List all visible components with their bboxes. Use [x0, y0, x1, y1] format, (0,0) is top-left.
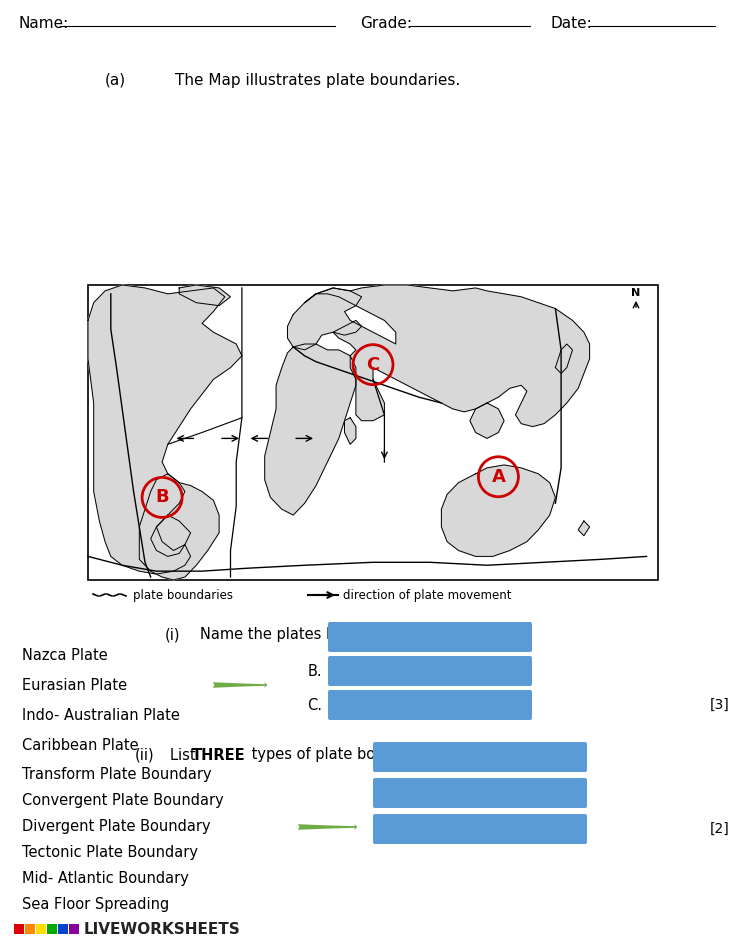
- Bar: [25, 924, 35, 934]
- Text: Transform Plate Boundary: Transform Plate Boundary: [22, 768, 212, 783]
- Text: Sea Floor Spreading: Sea Floor Spreading: [22, 898, 169, 913]
- Text: THREE: THREE: [192, 748, 246, 763]
- Text: N: N: [631, 288, 640, 298]
- Text: [3]: [3]: [710, 698, 730, 712]
- Text: List: List: [170, 748, 200, 763]
- Bar: [36, 924, 46, 934]
- Text: types of plate boundary.: types of plate boundary.: [247, 748, 430, 763]
- Text: Caribbean Plate: Caribbean Plate: [22, 737, 138, 752]
- Text: Name the plates labelled: A.: Name the plates labelled: A.: [200, 628, 408, 642]
- Text: plate boundaries: plate boundaries: [133, 588, 233, 601]
- Text: direction of plate movement: direction of plate movement: [343, 588, 512, 601]
- Polygon shape: [288, 288, 361, 350]
- Polygon shape: [139, 474, 219, 580]
- Text: LIVEWORKSHEETS: LIVEWORKSHEETS: [84, 922, 241, 937]
- Polygon shape: [88, 285, 242, 574]
- Text: Date:: Date:: [550, 15, 592, 30]
- Text: Divergent Plate Boundary: Divergent Plate Boundary: [22, 820, 210, 834]
- Text: Mid- Atlantic Boundary: Mid- Atlantic Boundary: [22, 871, 189, 886]
- Text: Indo- Australian Plate: Indo- Australian Plate: [22, 708, 180, 723]
- Bar: [69, 924, 79, 934]
- Polygon shape: [578, 521, 590, 536]
- Text: Eurasian Plate: Eurasian Plate: [22, 677, 127, 693]
- Text: Nazca Plate: Nazca Plate: [22, 648, 107, 662]
- FancyBboxPatch shape: [373, 742, 587, 772]
- FancyBboxPatch shape: [373, 778, 587, 808]
- FancyBboxPatch shape: [328, 622, 532, 652]
- Text: (ii): (ii): [135, 748, 155, 763]
- Text: (a): (a): [105, 72, 126, 87]
- FancyBboxPatch shape: [328, 656, 532, 686]
- Text: Name:: Name:: [18, 15, 68, 30]
- Text: B.: B.: [308, 663, 322, 678]
- Text: C: C: [367, 355, 380, 373]
- Text: Tectonic Plate Boundary: Tectonic Plate Boundary: [22, 846, 198, 861]
- Polygon shape: [344, 418, 356, 445]
- Polygon shape: [470, 403, 504, 438]
- Bar: [58, 924, 68, 934]
- Text: B: B: [155, 488, 169, 506]
- Text: C.: C.: [307, 697, 322, 712]
- Text: Grade:: Grade:: [360, 15, 412, 30]
- Bar: [14, 924, 24, 934]
- FancyBboxPatch shape: [328, 690, 532, 720]
- FancyBboxPatch shape: [373, 814, 587, 844]
- Text: [2]: [2]: [710, 822, 730, 836]
- Polygon shape: [556, 344, 573, 373]
- Polygon shape: [156, 515, 191, 550]
- Polygon shape: [442, 465, 556, 557]
- Text: Convergent Plate Boundary: Convergent Plate Boundary: [22, 793, 224, 808]
- Text: A: A: [492, 467, 506, 485]
- Polygon shape: [265, 344, 356, 515]
- Bar: [47, 924, 57, 934]
- Text: The Map illustrates plate boundaries.: The Map illustrates plate boundaries.: [175, 72, 460, 87]
- Bar: [88, 285, 658, 580]
- Polygon shape: [305, 285, 590, 427]
- Polygon shape: [179, 285, 230, 306]
- Text: (i): (i): [165, 628, 180, 642]
